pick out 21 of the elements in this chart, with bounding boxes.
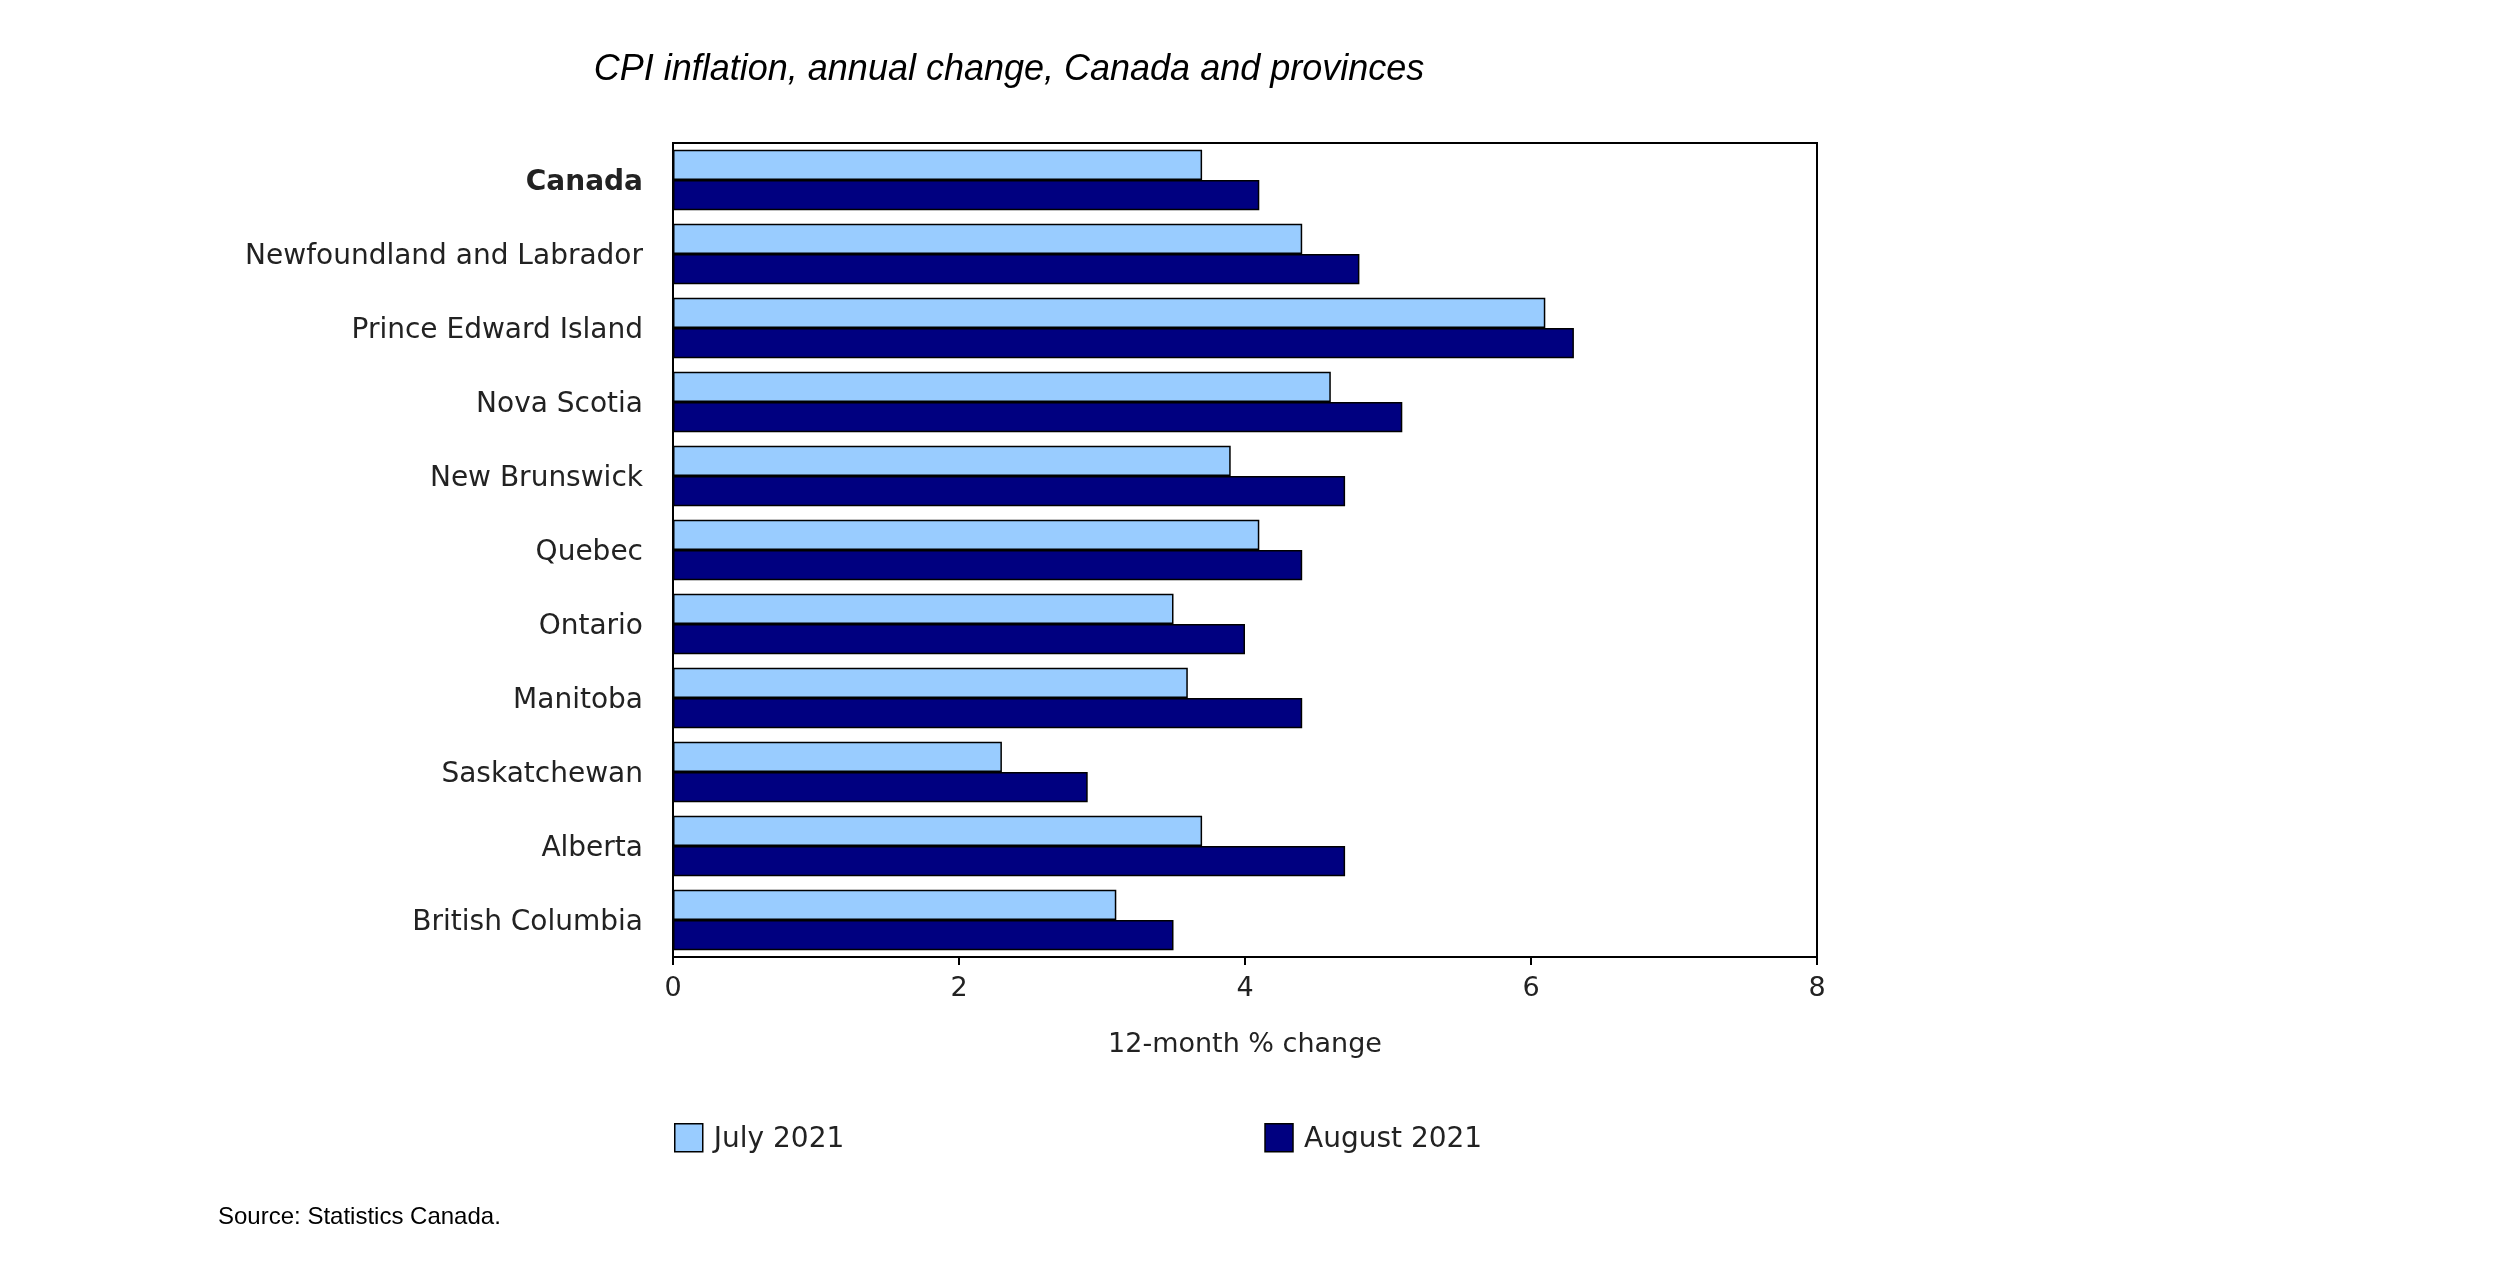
x-tick-label: 6 — [1522, 971, 1540, 1002]
y-tick-label: Canada — [525, 163, 643, 197]
chart-title: CPI inflation, annual change, Canada and provinces — [593, 46, 1425, 88]
y-tick-label: Saskatchewan — [441, 755, 643, 789]
x-axis-title: 12-month % change — [1108, 1027, 1382, 1058]
source-note: Source: Statistics Canada. — [218, 1201, 501, 1229]
x-tick-label: 2 — [950, 971, 968, 1002]
y-tick-label: Nova Scotia — [476, 385, 643, 419]
y-tick-label: Newfoundland and Labrador — [245, 237, 644, 271]
legend-label: August 2021 — [1304, 1121, 1483, 1155]
y-tick-label: Prince Edward Island — [351, 311, 643, 345]
y-tick-label: Alberta — [541, 829, 643, 863]
y-tick-label: Manitoba — [513, 681, 643, 715]
legend-label: July 2021 — [711, 1121, 845, 1155]
x-tick-label: 0 — [664, 971, 682, 1002]
y-tick-label: New Brunswick — [429, 459, 644, 493]
y-tick-label: British Columbia — [412, 903, 643, 937]
y-tick-label: Ontario — [538, 607, 643, 641]
x-tick-label: 8 — [1808, 971, 1826, 1002]
x-tick-label: 4 — [1236, 971, 1254, 1002]
y-tick-label: Quebec — [535, 533, 643, 567]
